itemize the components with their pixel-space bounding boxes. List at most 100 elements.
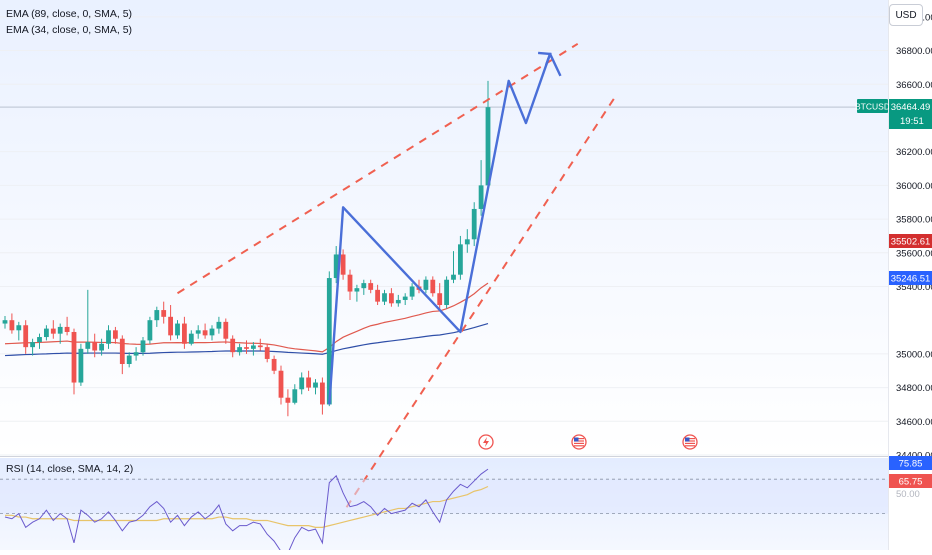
event-markers[interactable]: [478, 434, 698, 450]
price-tags: BTCUSD 36464.49 19:51 35502.61 35246.51 …: [855, 99, 932, 500]
legend-ema89[interactable]: EMA (89, close, 0, SMA, 5): [6, 8, 133, 20]
grid-lines: [0, 16, 888, 456]
candle-body: [326, 278, 332, 405]
candle-body: [16, 325, 22, 331]
candle-body: [37, 337, 42, 343]
candle-body: [113, 330, 118, 339]
candle-body: [313, 382, 318, 388]
ema34-tag: 35502.61: [891, 237, 931, 248]
price-tick-label: 36000.00: [896, 181, 932, 192]
candle-body: [451, 274, 456, 280]
candle-body: [430, 279, 436, 294]
last-price-tag-box: [889, 99, 932, 129]
rsi-ma-tag-box: [889, 474, 932, 488]
rsi-pane: [0, 468, 888, 554]
candle-body: [271, 358, 277, 371]
us-flag-event-icon[interactable]: [682, 434, 698, 450]
lightning-event-icon[interactable]: [478, 434, 494, 450]
candle-body: [2, 320, 8, 324]
candle-body: [278, 370, 284, 398]
candle-body: [85, 342, 91, 349]
pattern-arrow-head: [538, 51, 552, 66]
channel-lower-line[interactable]: [345, 95, 617, 508]
candle-body: [78, 348, 84, 383]
candle-body: [140, 340, 146, 353]
candle-body: [175, 323, 180, 336]
candle-body: [57, 326, 63, 334]
candle-body: [188, 333, 194, 344]
price-tick-label: 35600.00: [896, 248, 932, 259]
candle-body: [9, 320, 15, 331]
candle-body: [182, 323, 187, 344]
main-pane-background: [0, 0, 888, 455]
candle-body: [133, 352, 139, 356]
rsi-level-50-tag: 50.00: [896, 489, 920, 500]
candle-body: [333, 254, 339, 279]
rsi-value-tag: 75.85: [899, 459, 923, 470]
candle-body: [464, 239, 470, 245]
candle-body: [354, 288, 360, 292]
candle-body: [195, 330, 201, 334]
candle-body: [106, 330, 111, 344]
candle-body: [168, 316, 173, 336]
rsi-ma-tag: 65.75: [899, 477, 923, 488]
candle-body: [44, 328, 49, 338]
price-tick-label: 34600.00: [896, 417, 932, 428]
candle-body: [30, 342, 35, 348]
candle-body: [209, 328, 215, 336]
candle-body: [126, 355, 132, 364]
price-tick-label: 35800.00: [896, 215, 932, 226]
price-tick-label: 36800.00: [896, 46, 932, 57]
drawings[interactable]: [176, 42, 617, 508]
candle-body: [257, 345, 263, 348]
candle-body: [237, 347, 242, 353]
candle-body: [299, 377, 305, 390]
candle-body: [23, 325, 29, 348]
candle-body: [437, 293, 443, 306]
candle-body: [230, 338, 236, 353]
bar-countdown: 19:51: [900, 116, 924, 127]
candle-body: [244, 347, 249, 349]
ema34-tag-box: [889, 234, 932, 248]
candle-body: [251, 345, 256, 349]
candle-body: [444, 279, 449, 306]
candle-body: [306, 377, 311, 388]
candle-body: [285, 397, 291, 403]
candle-body: [382, 293, 387, 302]
candle-body: [375, 289, 380, 302]
candle-body: [216, 321, 222, 329]
candle-body: [409, 286, 415, 297]
currency-button[interactable]: USD: [889, 4, 923, 26]
legend-ema34[interactable]: EMA (34, close, 0, SMA, 5): [6, 24, 133, 36]
price-tick-label: 34800.00: [896, 383, 932, 394]
candle-body: [458, 244, 463, 275]
price-tick-label: 35400.00: [896, 282, 932, 293]
legend-rsi[interactable]: RSI (14, close, SMA, 14, 2): [6, 463, 134, 475]
last-price-tag: 36464.49: [891, 102, 931, 113]
candle-body: [361, 283, 367, 289]
candle-body: [320, 382, 325, 405]
candle-body: [99, 343, 104, 351]
ema89-tag-box: [889, 271, 932, 285]
candle-body: [389, 293, 394, 304]
candle-body: [471, 208, 477, 240]
candle-body: [347, 274, 353, 292]
us-flag-event-icon[interactable]: [571, 434, 587, 450]
candle-body: [478, 185, 484, 209]
candle-body: [154, 310, 160, 321]
candle-body: [202, 330, 208, 336]
candle-body: [292, 389, 298, 403]
candle-body: [340, 254, 346, 275]
candle-body: [264, 347, 270, 359]
candle-body: [402, 296, 408, 300]
rsi-tag-box: [889, 456, 932, 470]
candle-body: [64, 326, 70, 332]
symbol-tag-box: [857, 99, 888, 113]
candle-body: [50, 328, 56, 334]
candle-body: [119, 338, 125, 364]
price-tick-label: 36600.00: [896, 80, 932, 91]
rsi-line: [4, 468, 489, 554]
price-tick-label: 36200.00: [896, 147, 932, 158]
